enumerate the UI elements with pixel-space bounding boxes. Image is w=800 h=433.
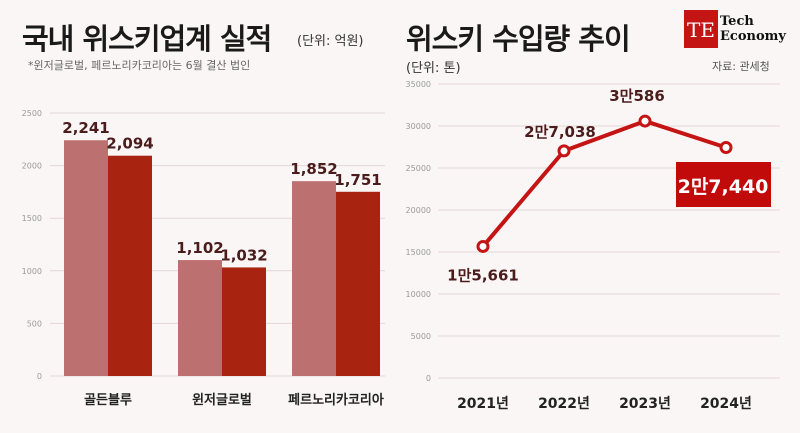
tech-economy-logo: TE Tech Economy: [684, 10, 792, 50]
highlight-value-box: [676, 162, 771, 207]
logo-line-1: Tech: [720, 14, 754, 29]
bar-y-tick-label: 500: [27, 319, 42, 328]
left-chart-title: 국내 위스키업계 실적: [22, 22, 272, 56]
left-chart-unit: (단위: 억원): [297, 34, 364, 49]
line-x-tick-label: 2022년: [538, 396, 590, 412]
line-y-tick-label: 5000: [411, 332, 431, 341]
line-y-tick-label: 30000: [406, 122, 431, 131]
line-y-tick-label: 25000: [406, 164, 431, 173]
bar-value-label: 1,102: [176, 239, 223, 257]
bar: [108, 155, 152, 376]
bar: [292, 181, 336, 376]
bar-y-tick-label: 2500: [22, 109, 42, 118]
right-chart-unit: (단위: 톤): [406, 61, 461, 76]
bar-y-tick-label: 1500: [22, 214, 42, 223]
bar: [336, 191, 380, 376]
line-value-label: 1만5,661: [447, 266, 519, 284]
bar-y-tick-label: 2000: [22, 162, 42, 171]
bar-category-label: 윈저글로벌: [192, 393, 252, 408]
line-y-tick-label: 20000: [406, 206, 431, 215]
source-note: 자료: 관세청: [712, 60, 770, 73]
bar: [178, 260, 222, 376]
bar: [222, 267, 266, 376]
te-logo-mark-icon: TE: [684, 10, 718, 48]
line-y-tick-label: 15000: [406, 248, 431, 257]
line-value-label-highlight: 2만7,440: [678, 176, 769, 198]
bar-value-label: 1,852: [290, 160, 337, 178]
line-y-tick-label: 35000: [406, 80, 431, 89]
line-x-tick-label: 2024년: [700, 396, 752, 412]
bar-y-tick-label: 0: [37, 372, 42, 381]
import-volume-line: [481, 119, 727, 248]
left-chart-footnote: *윈저글로벌, 페르노리카코리아는 6월 결산 법인: [28, 59, 251, 72]
line-point: [719, 141, 733, 155]
bar: [64, 140, 108, 376]
line-value-label: 2만7,038: [524, 123, 596, 141]
bar-value-label: 2,094: [106, 135, 153, 153]
line-y-tick-label: 10000: [406, 290, 431, 299]
bar-category-label: 골든블루: [84, 393, 132, 408]
svg-text:TE: TE: [687, 18, 715, 42]
bar-value-label: 1,751: [334, 171, 381, 189]
line-point: [638, 114, 652, 128]
bar-value-label: 1,032: [220, 246, 267, 264]
bar-category-label: 페르노리카코리아: [288, 392, 384, 408]
logo-line-2: Economy: [720, 29, 786, 44]
bar-value-label: 2,241: [62, 119, 109, 137]
line-point: [557, 144, 571, 158]
right-chart-title: 위스키 수입량 추이: [406, 22, 631, 56]
line-x-tick-label: 2021년: [457, 396, 509, 412]
line-value-label: 3만586: [609, 87, 665, 105]
line-point: [476, 239, 490, 253]
line-y-tick-label: 0: [426, 374, 431, 383]
line-x-tick-label: 2023년: [619, 396, 671, 412]
bar-y-tick-label: 1000: [22, 267, 42, 276]
